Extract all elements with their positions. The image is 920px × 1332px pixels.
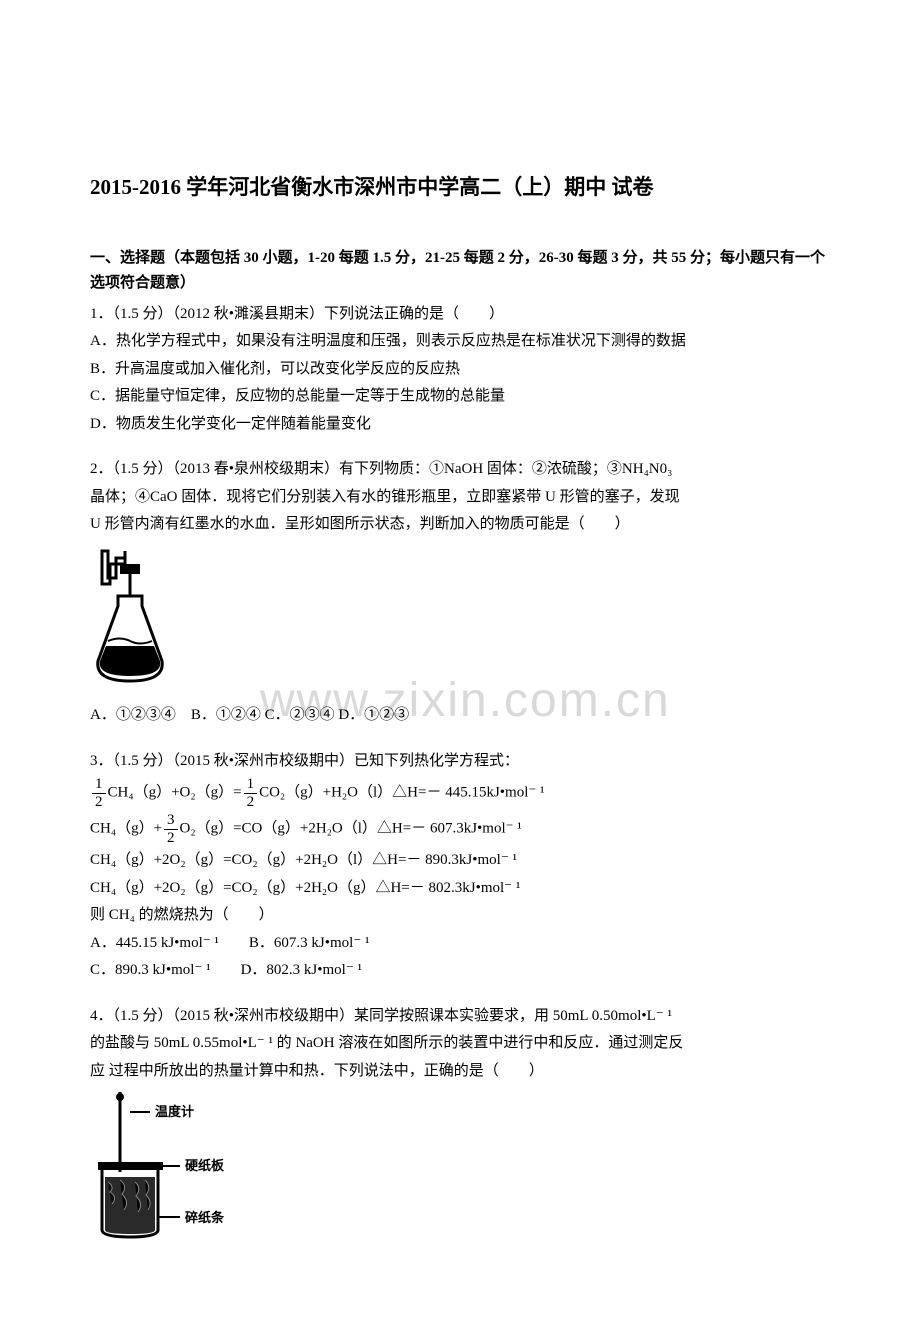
q2-stem-line1: 2．（1.5 分）（2013 春•泉州校级期末）有下列物质：①NaOH 固体：②… [90,457,830,483]
fraction-1-2: 12 [244,776,258,810]
q4-stem-line2: 的盐酸与 50mL 0.55mol•L⁻ ¹ 的 NaOH 溶液在如图所示的装置… [90,1031,830,1057]
page-content: 2015-2016 学年河北省衡水市深州市中学高二（上）期中 试卷 一、选择题（… [90,170,830,1252]
q3-ask: 则 CH₄ 的燃烧热为（ ） [90,903,830,929]
section-heading: 一、选择题（本题包括 30 小题，1-20 每题 1.5 分，21-25 每题 … [90,246,830,297]
q1-stem: 1．（1.5 分）（2012 秋•濉溪县期末）下列说法正确的是（ ） [90,302,830,328]
fraction-3-2: 32 [164,812,178,846]
q3-eq3: CH₄（g）+2O₂（g）=CO₂（g）+2H₂O（l）△H=－ 890.3kJ… [90,848,830,874]
q2-options: A．①②③④ B．①②④ C．②③④ D．①②③ [90,707,409,723]
question-3: 3．（1.5 分）（2015 秋•深州市校级期中）已知下列热化学方程式： 12C… [90,749,830,984]
q3-eq2-left: CH₄（g）+ [90,821,162,837]
q3-eq1-right: CO₂（g）+H₂O（l）△H=－ 445.15kJ•mol⁻ ¹ [259,785,544,801]
label-thermometer: 温度计 [155,1104,194,1119]
fraction-1-2: 12 [92,776,106,810]
page-title: 2015-2016 学年河北省衡水市深州市中学高二（上）期中 试卷 [90,170,830,206]
q3-stem: 3．（1.5 分）（2015 秋•深州市校级期中）已知下列热化学方程式： [90,749,830,775]
question-1: 1．（1.5 分）（2012 秋•濉溪县期末）下列说法正确的是（ ） A．热化学… [90,302,830,438]
q4-diagram: 温度计 硬纸板 碎纸条 [90,1092,830,1252]
flask-utube-icon [90,546,190,686]
question-2: 2．（1.5 分）（2013 春•泉州校级期末）有下列物质：①NaOH 固体：②… [90,457,830,729]
q2-diagram [90,546,830,696]
q3-eq1: 12CH₄（g）+O₂（g）=12CO₂（g）+H₂O（l）△H=－ 445.1… [90,776,830,810]
q2-stem-line2: 晶体；④CaO 固体．现将它们分别装入有水的锥形瓶里，立即塞紧带 U 形管的塞子… [90,485,830,511]
q3-options-ab: A．445.15 kJ•mol⁻ ¹ B．607.3 kJ•mol⁻ ¹ [90,931,830,957]
label-paper-strip: 碎纸条 [185,1210,225,1225]
q3-eq2: CH₄（g）+32O₂（g）=CO（g）+2H₂O（l）△H=－ 607.3kJ… [90,812,830,846]
q1-option-c: C．据能量守恒定律，反应物的总能量一定等于生成物的总能量 [90,384,830,410]
q3-eq4: CH₄（g）+2O₂（g）=CO₂（g）+2H₂O（g）△H=－ 802.3kJ… [90,876,830,902]
q1-option-a: A．热化学方程式中，如果没有注明温度和压强，则表示反应热是在标准状况下测得的数据 [90,329,830,355]
question-4: 4．（1.5 分）（2015 秋•深州市校级期中）某同学按照课本实验要求，用 5… [90,1004,830,1252]
label-cardboard: 硬纸板 [185,1158,225,1173]
q3-options-cd: C．890.3 kJ•mol⁻ ¹ D．802.3 kJ•mol⁻ ¹ [90,958,830,984]
calorimeter-icon: 温度计 硬纸板 碎纸条 [90,1092,290,1242]
q4-stem-line1: 4．（1.5 分）（2015 秋•深州市校级期中）某同学按照课本实验要求，用 5… [90,1004,830,1030]
q3-eq2-right: O₂（g）=CO（g）+2H₂O（l）△H=－ 607.3kJ•mol⁻ ¹ [180,821,522,837]
q1-option-d: D．物质发生化学变化一定伴随着能量变化 [90,412,830,438]
q4-stem-line3: 应 过程中所放出的热量计算中和热．下列说法中，正确的是（ ） [90,1059,830,1085]
q2-stem-line3: U 形管内滴有红墨水的水血．呈形如图所示状态，判断加入的物质可能是（ ） [90,512,830,538]
q1-option-b: B．升高温度或加入催化剂，可以改变化学反应的反应热 [90,357,830,383]
q3-eq1-left: CH₄（g）+O₂（g）= [108,785,242,801]
